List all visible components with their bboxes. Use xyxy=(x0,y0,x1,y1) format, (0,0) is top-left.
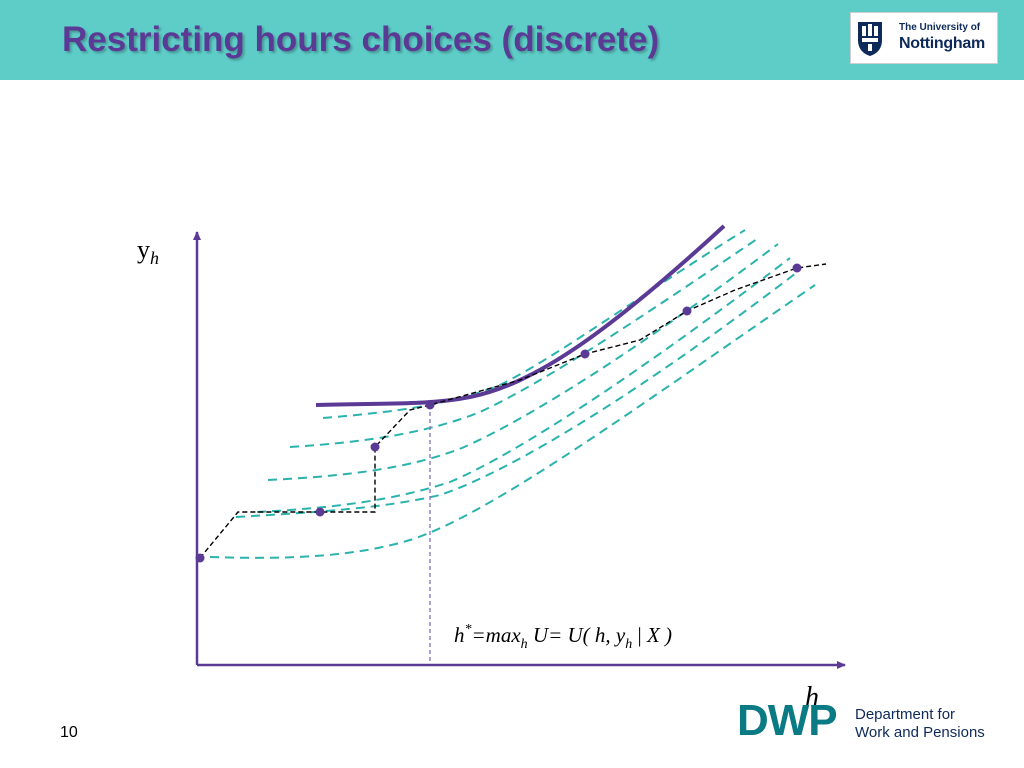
indifference-curve-2 xyxy=(289,236,761,448)
budget-point xyxy=(792,263,802,273)
indifference-curve-3 xyxy=(267,243,779,481)
header-bar: Restricting hours choices (discrete) The… xyxy=(0,0,1024,80)
highest-indifference-curve xyxy=(315,224,726,407)
budget-point-optimum xyxy=(425,400,435,410)
y-axis-label: yh xyxy=(137,235,159,268)
optimum-formula: h*=maxh U= U( h, yh | X ) xyxy=(454,622,672,652)
budget-point xyxy=(682,306,692,316)
dwp-text-line1: Department for xyxy=(855,706,956,723)
budget-point xyxy=(580,349,590,359)
budget-point xyxy=(370,442,380,452)
budget-point xyxy=(195,553,205,563)
dwp-logo-mark: DWP xyxy=(737,696,838,745)
nottingham-crest-icon xyxy=(858,22,882,56)
indifference-curve-4 xyxy=(256,257,791,513)
budget-point xyxy=(315,507,325,517)
slide-title: Restricting hours choices (discrete) xyxy=(62,20,660,59)
university-logo: The University of Nottingham xyxy=(850,12,998,64)
logo-text-line2: Nottingham xyxy=(899,35,985,52)
indifference-curve-5 xyxy=(235,269,801,518)
x-axis-label: h xyxy=(805,682,819,713)
slide-number: 10 xyxy=(60,724,78,741)
budget-constraint-line xyxy=(199,263,827,559)
indifference-curve-1 xyxy=(322,229,746,419)
indifference-curve-6 xyxy=(209,284,816,559)
dwp-text-line2: Work and Pensions xyxy=(855,724,985,741)
dwp-logo-text: Department for Work and Pensions xyxy=(855,706,985,742)
logo-text-line1: The University of xyxy=(899,22,981,33)
